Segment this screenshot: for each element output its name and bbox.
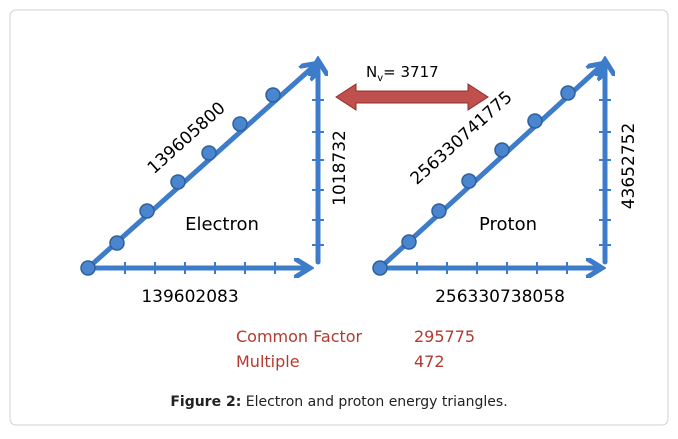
nv-subscript: v <box>377 73 383 84</box>
factor-label: Common Factor <box>236 327 363 346</box>
nv-value: = 3717 <box>383 63 439 81</box>
triangle-label: Electron <box>185 214 259 235</box>
dots <box>372 85 576 276</box>
ticks <box>124 99 324 274</box>
nv-label: Nv= 3717 <box>366 63 439 84</box>
horizontal-label: 256330738058 <box>435 287 565 307</box>
vertical-label: 1018732 <box>330 130 350 206</box>
caption-prefix: Figure 2: <box>170 394 241 410</box>
factor-label: Multiple <box>236 352 300 371</box>
caption-text: Electron and proton energy triangles. <box>246 394 508 410</box>
triangle-label: Proton <box>479 214 537 235</box>
factor-value: 295775 <box>414 327 475 346</box>
caption: Figure 2: Electron and proton energy tri… <box>170 394 507 410</box>
nv-symbol: N <box>366 63 377 81</box>
frame <box>9 9 669 426</box>
ticks <box>416 99 611 274</box>
factor-value: 472 <box>414 352 445 371</box>
horizontal-label: 139602083 <box>141 287 238 307</box>
dots <box>80 87 281 276</box>
double-arrow <box>335 83 489 111</box>
vertical-label: 43652752 <box>619 123 639 210</box>
